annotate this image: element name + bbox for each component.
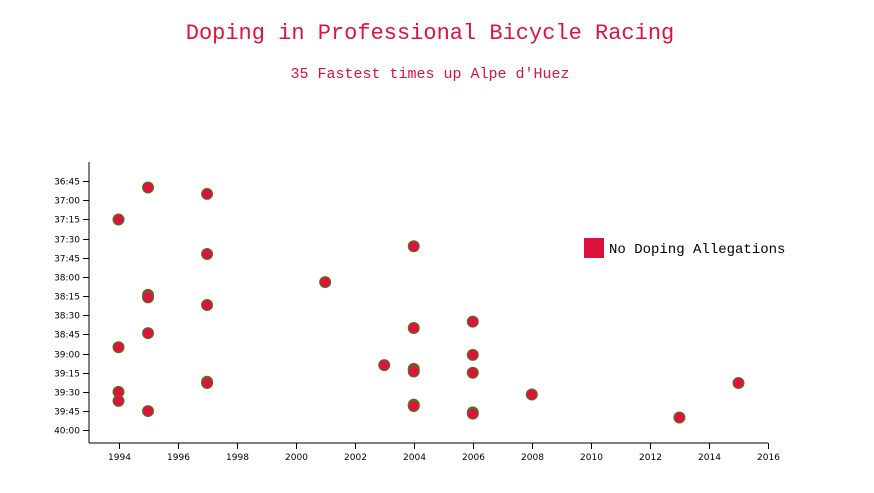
data-point[interactable] [378, 359, 391, 372]
x-tick-label: 2006 [462, 453, 485, 463]
x-tick-label: 1996 [167, 453, 190, 463]
x-axis-ticks: 1994 1996 1998 2000 2002 2004 2006 2008 2010 2012… [108, 443, 780, 463]
legend-label: No Doping Allegations [609, 242, 785, 258]
x-axis: 1994 1996 1998 2000 2002 2004 2006 2008 2010 2012… [89, 442, 780, 463]
y-tick-label: 37:15 [54, 216, 80, 226]
y-axis-ticks: 36:45 37:00 37:15 37:30 37:45 38:00 38:15 38:30… [54, 178, 89, 437]
y-tick-label: 36:45 [54, 178, 80, 188]
data-point[interactable] [201, 187, 214, 200]
chart-subtitle: 35 Fastest times up Alpe d'Huez [290, 66, 569, 83]
data-point[interactable] [732, 376, 745, 389]
data-point[interactable] [142, 405, 155, 418]
x-tick-label: 2002 [344, 453, 367, 463]
x-tick-label: 2008 [521, 453, 544, 463]
data-point[interactable] [466, 348, 479, 361]
x-tick-label: 2010 [580, 453, 603, 463]
y-tick-label: 38:15 [54, 293, 80, 303]
chart-title: Doping in Professional Bicycle Racing [186, 21, 674, 46]
y-tick-label: 39:00 [54, 351, 80, 361]
y-tick-label: 37:30 [54, 236, 80, 246]
data-point[interactable] [407, 365, 420, 378]
data-point[interactable] [466, 407, 479, 420]
data-points [112, 181, 745, 424]
x-tick-label: 2016 [757, 453, 780, 463]
data-point[interactable] [319, 276, 332, 289]
legend[interactable]: No Doping Allegations [584, 238, 785, 258]
data-point[interactable] [201, 299, 214, 312]
data-point[interactable] [112, 341, 125, 354]
data-point[interactable] [407, 322, 420, 335]
y-tick-label: 37:45 [54, 255, 80, 265]
data-point[interactable] [201, 247, 214, 260]
data-point[interactable] [201, 376, 214, 389]
y-tick-label: 38:30 [54, 312, 80, 322]
data-point[interactable] [673, 411, 686, 424]
y-tick-label: 37:00 [54, 197, 80, 207]
data-point[interactable] [525, 388, 538, 401]
y-tick-label: 39:15 [54, 370, 80, 380]
data-point[interactable] [466, 366, 479, 379]
data-point[interactable] [112, 394, 125, 407]
legend-swatch [584, 238, 604, 258]
data-point[interactable] [142, 291, 155, 304]
y-axis: 36:45 37:00 37:15 37:30 37:45 38:00 38:15 38:30… [54, 162, 90, 443]
y-tick-label: 40:00 [54, 427, 80, 437]
y-tick-label: 38:45 [54, 331, 80, 341]
data-point[interactable] [407, 399, 420, 412]
data-point[interactable] [466, 315, 479, 328]
data-point[interactable] [142, 181, 155, 194]
x-tick-label: 2000 [285, 453, 308, 463]
x-tick-label: 1998 [226, 453, 249, 463]
x-tick-label: 2004 [403, 453, 426, 463]
x-tick-label: 2012 [639, 453, 662, 463]
data-point[interactable] [112, 213, 125, 226]
y-tick-label: 39:30 [54, 389, 80, 399]
y-tick-label: 39:45 [54, 408, 80, 418]
x-tick-label: 1994 [108, 453, 131, 463]
y-tick-label: 38:00 [54, 274, 80, 284]
x-tick-label: 2014 [698, 453, 721, 463]
data-point[interactable] [407, 240, 420, 253]
data-point[interactable] [142, 327, 155, 340]
